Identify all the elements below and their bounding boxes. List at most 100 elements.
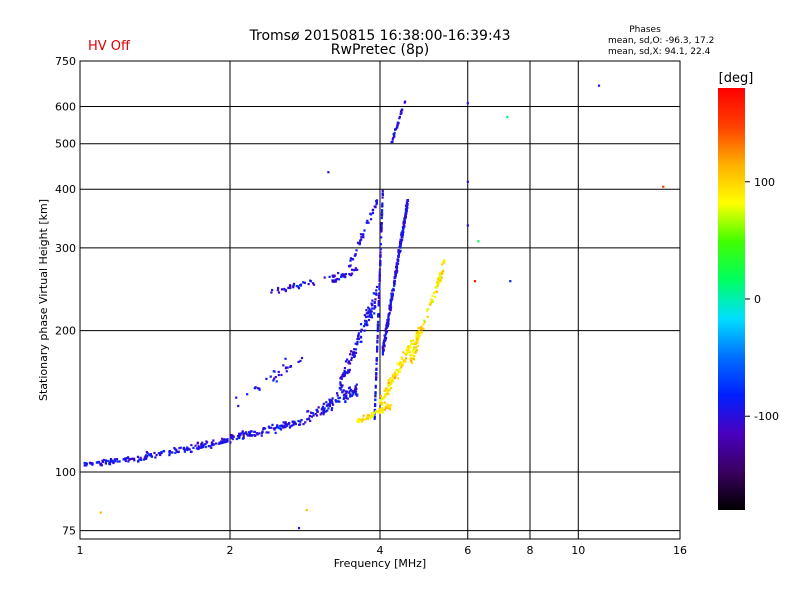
data-point [240,432,243,435]
data-point [280,373,283,377]
data-point [186,446,189,449]
data-point [353,388,357,391]
data-point [214,442,218,445]
data-point [344,272,348,276]
data-point [373,301,376,304]
data-point [345,392,348,395]
data-point [411,342,415,346]
data-point [437,279,440,282]
data-point [401,363,405,366]
data-point [391,138,394,141]
data-point [397,253,400,256]
data-point [398,251,401,254]
data-point [292,422,295,425]
data-point [373,307,376,310]
data-point [247,431,251,434]
data-point [390,299,393,302]
data-point [429,303,432,306]
data-point [395,263,398,266]
data-point [204,445,207,449]
data-point [376,339,379,342]
data-point [248,434,251,437]
data-point [139,456,142,459]
data-point [286,423,289,426]
data-point [390,292,393,295]
data-point [439,275,442,278]
data-point [380,222,383,225]
data-point [405,204,408,208]
data-point [439,278,442,282]
data-point [345,394,348,398]
data-point [363,229,366,232]
data-point [332,274,335,277]
data-point [380,210,384,213]
data-point [288,284,292,287]
data-point [354,393,357,396]
data-point [400,108,404,111]
data-point [334,278,337,281]
data-point [410,357,413,360]
data-point [367,315,371,318]
data-point [343,370,347,374]
data-point [405,201,409,204]
data-point [249,434,252,437]
data-point [283,288,286,291]
data-point [356,340,359,344]
data-point [326,409,329,412]
data-point [144,457,147,460]
data-point [312,283,316,286]
data-point [360,236,363,239]
data-point [292,284,295,288]
data-point [389,383,393,386]
data-point [242,434,245,438]
data-point [113,458,117,461]
data-point [374,391,377,394]
data-point [405,209,408,212]
data-point [222,440,225,443]
data-point [381,349,385,353]
data-point [406,202,409,205]
data-point [391,375,394,378]
data-point [282,426,285,429]
data-point [265,431,268,434]
data-point [420,325,423,328]
data-point [302,281,305,284]
data-point [304,421,307,424]
data-point [306,418,309,421]
data-point [218,442,222,445]
data-point [406,349,410,353]
data-point [140,458,143,461]
data-point [331,397,334,400]
y-tick-label: 600 [55,101,76,114]
data-point [146,452,149,455]
data-point [377,296,381,300]
data-point [375,367,378,370]
data-point [379,262,382,265]
data-point [351,353,354,356]
data-point [375,377,378,380]
data-point [354,253,357,256]
colorbar [718,88,745,510]
data-point [416,331,419,334]
data-point [402,351,405,354]
data-point [371,211,375,215]
y-tick-label: 100 [55,466,76,479]
data-point [410,353,413,356]
data-point [335,392,339,395]
data-point [115,458,119,461]
data-point [378,410,381,413]
data-point [373,312,376,315]
colorbar-tick-label: 100 [754,176,775,189]
data-point [404,214,407,217]
data-point [378,279,381,283]
data-point [322,413,325,416]
data-point [188,448,191,451]
data-point [150,455,154,458]
data-point [253,433,256,437]
data-point [149,452,152,456]
data-point [363,329,366,332]
data-point [168,454,171,457]
data-point [253,387,256,390]
data-point [170,451,173,454]
